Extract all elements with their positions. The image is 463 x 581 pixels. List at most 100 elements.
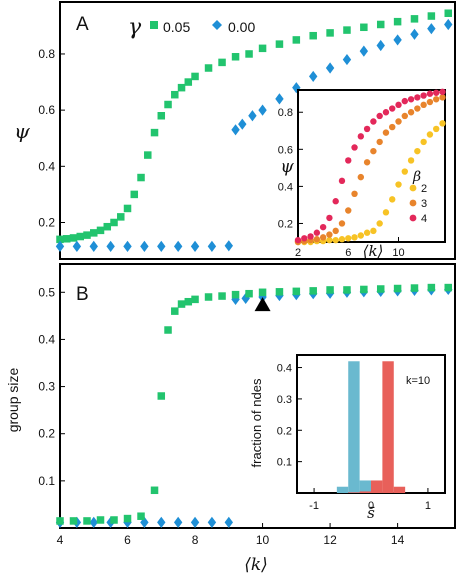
panel-a-series-0-point-21 [204,64,213,72]
panel-a-inset-series-2-point-19 [414,94,421,101]
panel-a-series-1-point-6 [157,240,166,252]
panel-a-inset-series-1-point-18 [407,109,415,116]
panel-b-inset-bar-0-2 [359,480,371,493]
panel-b-series-0-point-14 [204,293,213,301]
panel-a-inset-xlabel: ⟨k⟩ [363,242,384,260]
panel-a-inset-series-0-point-18 [407,157,415,164]
panel-b-series-0-point-16 [231,290,240,299]
panel-b-inset-ytick-label-3: 0.4 [277,363,292,375]
panel-b-series-1-point-8 [190,516,200,528]
panel-b-series-0-point-18 [258,288,267,297]
panel-a-inset-yticks: 0.2 0.4 0.6 0.8 [278,107,303,230]
panel-a-frame [59,1,456,260]
panel-a-inset-series-0-point-11 [363,229,371,236]
panel-b-ytick-label-0: 0.1 [38,474,55,488]
panel-a-series-0-point-18 [177,83,186,92]
panel-a-ytick-label-3: 0.8 [38,47,55,61]
panel-b-yticks: 0.1 0.2 0.3 0.4 0.5 [38,285,65,488]
panel-a-inset-ytick-label-2: 0.6 [278,144,293,156]
panel-a-inset-xtick-label-1: 6 [345,247,351,259]
panel-b: B group size ⟨k⟩ 0.10.20.30.40.5 4 6 8 10 12… [5,263,456,575]
panel-a-legend-marker-1 [212,20,222,30]
panel-b-ytick-label-1: 0.2 [38,427,55,441]
panel-b-series-0-point-26 [393,284,402,293]
panel-a-inset-series-1-point-3 [313,236,321,243]
panel-b-inset-bar-1-0 [348,492,360,493]
panel-a-inset-series-2-point-1 [301,235,308,242]
panel-a-inset-series-2-point-12 [370,118,377,125]
panel-a-inset-series-1-point-11 [363,159,371,166]
panel-b-series-0-point-5 [123,514,132,523]
panel-a-inset-series-2-point-9 [351,144,358,151]
panel-b-ytick-label-4: 0.5 [38,285,55,299]
panel-a-inset-series-2-point-5 [326,214,333,222]
panel-b-series-0-point-10 [171,307,179,315]
panel-b-inset-frame [296,354,446,494]
panel-b-series-0-point-22 [326,286,334,294]
panel-a-inset-series-2-point-21 [426,90,434,97]
panel-a-inset: ψ ⟨k⟩ β 2 3 4 0.2 0.4 0.6 0.8 2 6 10 [278,88,446,260]
panel-b-series-0-point-15 [218,292,226,300]
panel-a-inset-series-2-point-14 [382,109,390,116]
panel-a-inset-legend-marker-1 [409,199,417,207]
panel-b-inset-bar-0-1 [348,361,360,493]
panel-a-inset-frame [297,89,446,243]
panel-b-inset-bar-1-3 [382,361,394,493]
panel-a-series-0-point-7 [103,222,112,231]
panel-a-series-0-point-30 [343,26,351,34]
panel-b-ytick-label-3: 0.4 [38,332,55,346]
panel-a-inset-series-0-point-8 [345,235,352,242]
panel-a-series-1-point-11 [231,124,240,136]
panel-a-legend-label-0: 0.05 [163,19,190,35]
panel-b-series-1-point-6 [157,516,166,528]
panel-a-inset-series-2-point-6 [332,198,339,205]
panel-a-series-0-point-1 [63,235,71,243]
panel-b-inset-bar-1-1 [359,491,371,493]
panel-b-inset-ylabel: fraction of ndes [249,378,264,467]
panel-a-yticks: 0.2 0.4 0.6 0.8 [38,47,65,229]
panel-a-inset-series-1-point-6 [332,227,339,235]
panel-a-inset-series-1-point-22 [433,96,440,103]
panel-a-inset-series-0-point-20 [420,138,427,146]
panel-a-inset-series-0-point-15 [389,196,396,203]
panel-a-inset-series-2-point-10 [357,133,365,140]
panel-b-xtick-label-4: 12 [323,533,337,547]
panel-b-series-0-point-19 [275,288,284,296]
panel-a-series-0-point-17 [171,90,179,99]
panel-b-ylabel: group size [5,367,21,432]
panel-a-inset-series-2 [294,88,446,244]
panel-a-series-0-point-28 [309,31,317,40]
panel-a-series-1-point-9 [207,240,217,252]
panel-a-series-0-point-0 [56,235,64,244]
panel-a: A γ 0.05 0.00 ψ 0.2 0.4 0.6 0.8 ψ ⟨k⟩ β 2 3… [14,1,456,260]
panel-a-inset-ytick-label-3: 0.8 [278,107,293,119]
panel-b-inset-ytick-label-0: 0.1 [277,457,292,469]
panel-a-series-0-point-13 [144,151,152,159]
panel-a-series-0-point-22 [218,58,226,67]
panel-a-series-0-point-9 [117,213,125,221]
panel-a-inset-series-1-point-7 [338,220,346,227]
panel-a-inset-series-1-point-15 [389,123,396,131]
panel-a-series-1-point-8 [190,240,200,252]
panel-a-series-0-point-24 [245,50,253,58]
panel-a-label: A [76,14,89,35]
panel-b-series-0-point-21 [309,287,317,295]
panel-a-series-1 [55,18,453,252]
panel-b-inset-xlabel: s̄ [367,504,375,522]
panel-b-inset-ytick-label-1: 0.2 [277,425,292,437]
panel-b-inset: fraction of ndes s̄ k=10 0.1 0.2 0.3 0.4 -1… [249,354,446,522]
panel-a-legend-label-1: 0.00 [228,19,255,35]
panel-a-inset-series-1-point-16 [395,118,402,125]
panel-b-label: B [76,284,89,305]
panel-a-inset-series-2-point-2 [307,233,314,240]
panel-a-series-1-point-10 [224,240,234,252]
panel-b-triangle-marker [254,297,271,312]
panel-a-series-1-point-20 [359,45,369,57]
panel-a-inset-series-2-point-23 [439,88,446,96]
panel-a-inset-legend-marker-2 [409,214,417,222]
panel-a-inset-series-2-point-22 [433,89,440,96]
panel-b-series-0-point-29 [444,283,452,292]
panel-b-inset-bar-1-4 [393,486,406,493]
panel-a-series-1-point-12 [238,118,247,130]
panel-a-inset-series-0-point-6 [332,236,339,244]
